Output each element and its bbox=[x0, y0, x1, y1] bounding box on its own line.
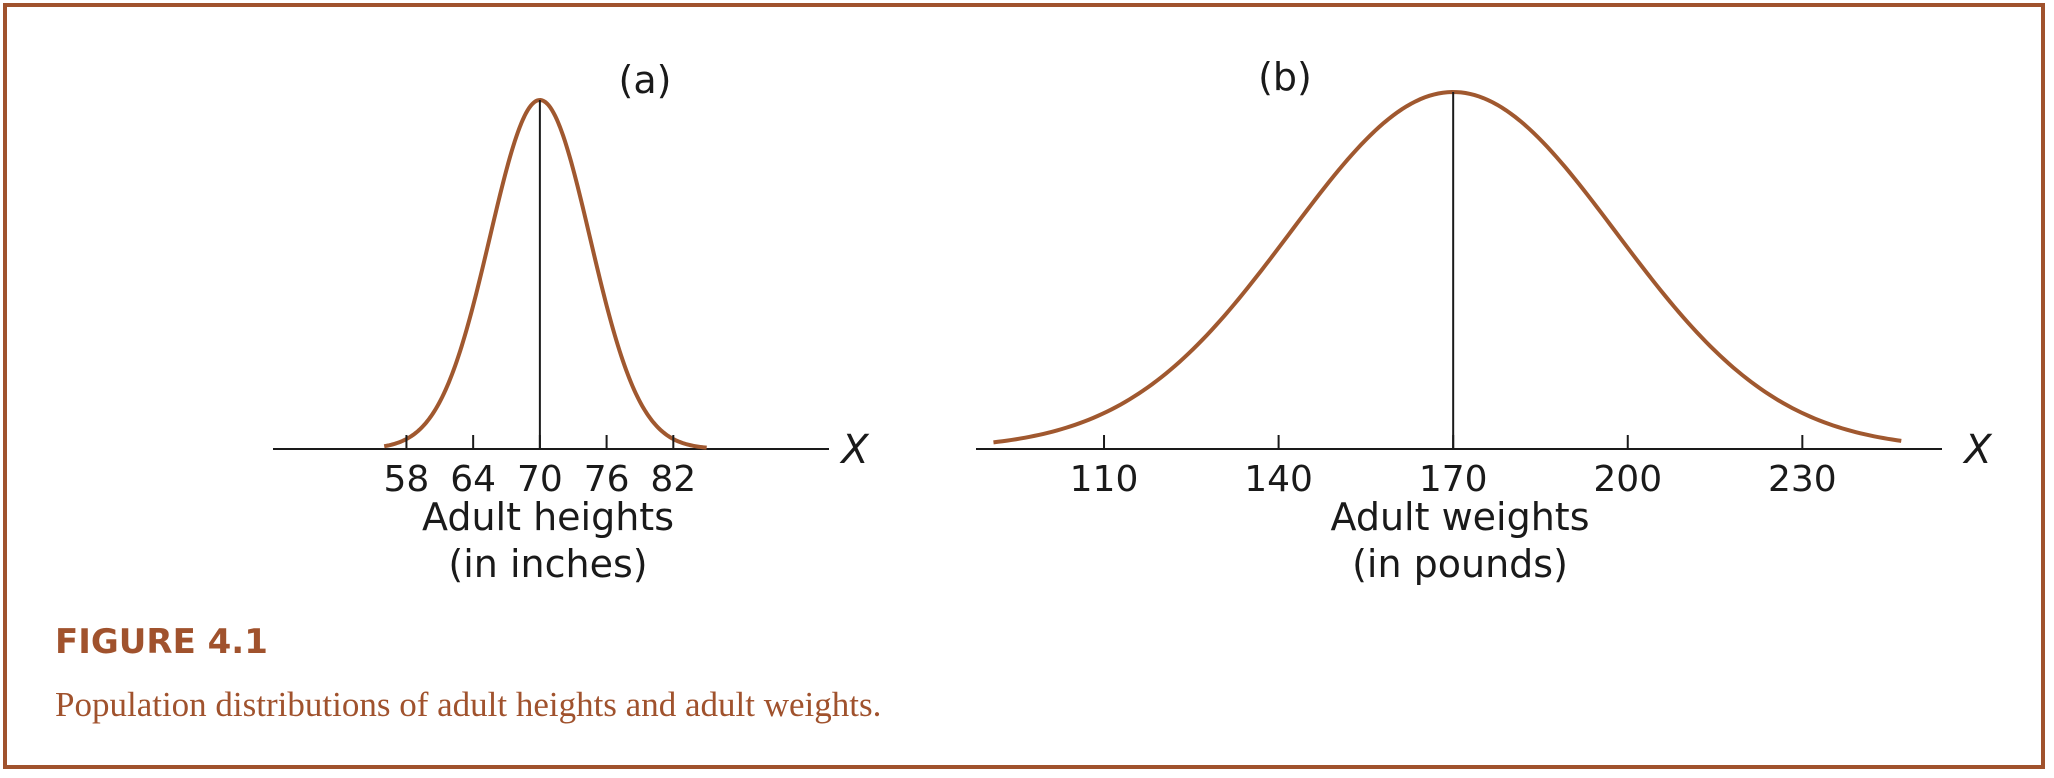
panel-b-xlabel-line2: (in pounds) bbox=[1352, 542, 1568, 586]
figure-frame bbox=[3, 3, 2045, 769]
panel-b-xlabel-line1: Adult weights bbox=[1331, 495, 1590, 539]
panel-b-ticks: 110 140 170 200 230 bbox=[1070, 435, 1837, 500]
panel-b-axis-variable: X bbox=[1962, 427, 1993, 473]
panel-a-distribution-curve bbox=[383, 98, 707, 450]
panel-b-label: (b) bbox=[1258, 55, 1312, 99]
panel-a-label: (a) bbox=[619, 58, 672, 102]
panel-b-distribution-curve bbox=[993, 90, 1902, 445]
panel-b-tick-label: 110 bbox=[1070, 459, 1139, 500]
panel-b-tick-label: 140 bbox=[1244, 459, 1313, 500]
panel-a-tick-label: 64 bbox=[450, 459, 496, 500]
panel-a-tick-label: 82 bbox=[650, 459, 696, 500]
panel-b-tick-label: 170 bbox=[1419, 459, 1488, 500]
panel-a-tick-label: 76 bbox=[584, 459, 630, 500]
panel-a-axis-variable: X bbox=[839, 427, 870, 473]
panel-a-tick-label: 70 bbox=[517, 459, 563, 500]
panel-b-weights: (b) 110 140 170 200 230 X Adult weights (in … bbox=[976, 55, 1993, 586]
figure-caption: Population distributions of adult height… bbox=[55, 685, 882, 724]
panel-b-tick-label: 230 bbox=[1768, 459, 1837, 500]
panel-a-xlabel-line2: (in inches) bbox=[448, 542, 647, 586]
panel-a-tick-label: 58 bbox=[384, 459, 430, 500]
panel-b-tick-label: 200 bbox=[1593, 459, 1662, 500]
panel-a-heights: (a) 58 64 70 76 82 X Adult heights (in inche… bbox=[273, 58, 870, 586]
panel-a-xlabel-line1: Adult heights bbox=[422, 495, 674, 539]
panel-a-ticks: 58 64 70 76 82 bbox=[384, 435, 696, 500]
figure-title: FIGURE 4.1 bbox=[55, 622, 268, 662]
